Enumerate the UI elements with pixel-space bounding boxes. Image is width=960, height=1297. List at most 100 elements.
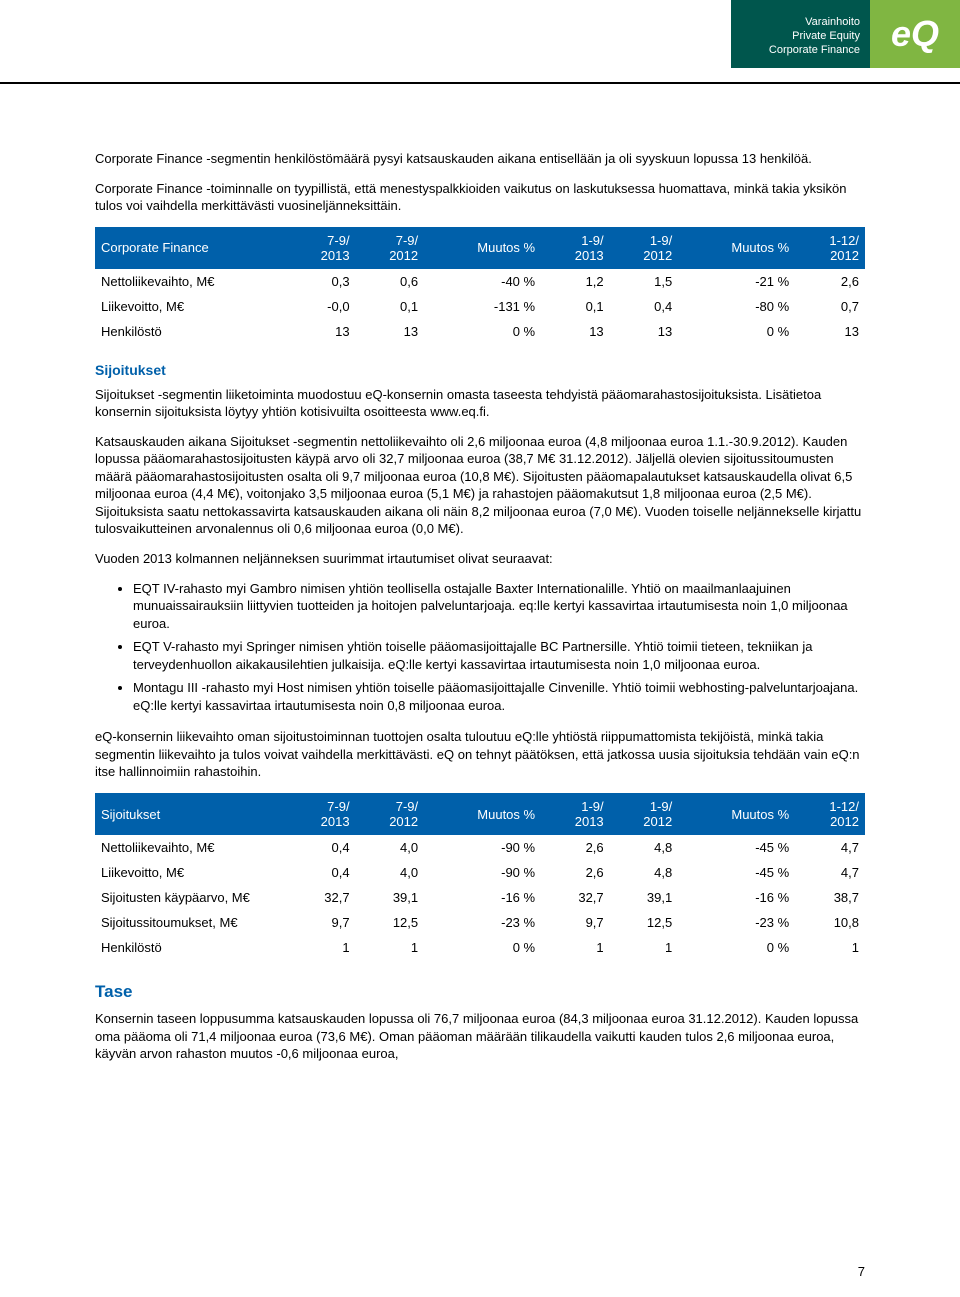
table-row: Nettoliikevaihto, M€0,44,0-90 %2,64,8-45… [95, 835, 865, 860]
table-cell: 13 [356, 319, 425, 344]
table-cell: 12,5 [610, 910, 679, 935]
table-cell: 10,8 [795, 910, 865, 935]
table-cell: 13 [287, 319, 356, 344]
table-cell: 39,1 [356, 885, 425, 910]
table-cell: Henkilöstö [95, 319, 287, 344]
bullet-list: EQT IV-rahasto myi Gambro nimisen yhtiön… [95, 580, 865, 715]
logo-text: eQ [891, 13, 939, 55]
col-header: 1-12/2012 [795, 793, 865, 835]
table-header-row: Corporate Finance 7-9/2013 7-9/2012 Muut… [95, 227, 865, 269]
table-cell: 1 [356, 935, 425, 960]
col-header: 7-9/2013 [287, 793, 356, 835]
table-cell: 0,7 [795, 294, 865, 319]
table-cell: -21 % [678, 269, 795, 294]
table-cell: -90 % [424, 860, 541, 885]
table-cell: 1 [541, 935, 610, 960]
content-area: Corporate Finance -segmentin henkilöstöm… [0, 0, 960, 1115]
table-cell: 4,0 [356, 860, 425, 885]
table-cell: 2,6 [541, 860, 610, 885]
table-cell: Sijoitussitoumukset, M€ [95, 910, 287, 935]
table-cell: 9,7 [287, 910, 356, 935]
page-container: Varainhoito Private Equity Corporate Fin… [0, 0, 960, 1297]
table-cell: 9,7 [541, 910, 610, 935]
table-cell: -16 % [678, 885, 795, 910]
table-row: Liikevoitto, M€-0,00,1-131 %0,10,4-80 %0… [95, 294, 865, 319]
table-cell: -45 % [678, 860, 795, 885]
table-cell: 0,4 [610, 294, 679, 319]
table-cell: 0 % [678, 935, 795, 960]
col-header: Muutos % [678, 227, 795, 269]
table-cell: -23 % [678, 910, 795, 935]
table-cell: 12,5 [356, 910, 425, 935]
tase-p1: Konsernin taseen loppusumma katsauskaude… [95, 1010, 865, 1063]
table-cell: 1,5 [610, 269, 679, 294]
table-cell: -23 % [424, 910, 541, 935]
table-cell: 13 [795, 319, 865, 344]
table-cell: Liikevoitto, M€ [95, 860, 287, 885]
corporate-finance-table: Corporate Finance 7-9/2013 7-9/2012 Muut… [95, 227, 865, 344]
table-body: Nettoliikevaihto, M€0,44,0-90 %2,64,8-45… [95, 835, 865, 960]
col-header: 1-9/2013 [541, 793, 610, 835]
header-text-block: Varainhoito Private Equity Corporate Fin… [749, 0, 870, 68]
table-cell: 32,7 [287, 885, 356, 910]
col-header: Muutos % [424, 227, 541, 269]
table-cell: 1,2 [541, 269, 610, 294]
table-row: Henkilöstö13130 %13130 %13 [95, 319, 865, 344]
table-cell: -45 % [678, 835, 795, 860]
header-tab [731, 0, 749, 68]
list-item: Montagu III -rahasto myi Host nimisen yh… [133, 679, 865, 714]
table-cell: 0,1 [541, 294, 610, 319]
table-cell: Nettoliikevaihto, M€ [95, 269, 287, 294]
tase-heading: Tase [95, 982, 865, 1002]
table-title-cell: Corporate Finance [95, 227, 287, 269]
table-cell: -80 % [678, 294, 795, 319]
table-cell: 4,7 [795, 835, 865, 860]
table-cell: 4,8 [610, 835, 679, 860]
table-cell: 39,1 [610, 885, 679, 910]
table-cell: 4,7 [795, 860, 865, 885]
table-cell: 4,8 [610, 860, 679, 885]
sijoitukset-p3: Vuoden 2013 kolmannen neljänneksen suuri… [95, 550, 865, 568]
table-cell: -40 % [424, 269, 541, 294]
page-number: 7 [858, 1264, 865, 1279]
col-header: 1-12/2012 [795, 227, 865, 269]
table-cell: 0,3 [287, 269, 356, 294]
table-cell: 13 [610, 319, 679, 344]
intro-paragraph-2: Corporate Finance -toiminnalle on tyypil… [95, 180, 865, 215]
sijoitukset-p2: Katsauskauden aikana Sijoitukset -segmen… [95, 433, 865, 538]
sijoitukset-p4: eQ-konsernin liikevaihto oman sijoitusto… [95, 728, 865, 781]
table-cell: 2,6 [541, 835, 610, 860]
table-cell: 0,4 [287, 860, 356, 885]
table-row: Sijoitussitoumukset, M€9,712,5-23 %9,712… [95, 910, 865, 935]
table-row: Henkilöstö110 %110 %1 [95, 935, 865, 960]
header-line-2: Private Equity [769, 29, 860, 43]
col-header: 1-9/2013 [541, 227, 610, 269]
table-cell: 0,4 [287, 835, 356, 860]
table-cell: -16 % [424, 885, 541, 910]
table-cell: 0,6 [356, 269, 425, 294]
table-cell: 1 [795, 935, 865, 960]
table-row: Nettoliikevaihto, M€0,30,6-40 %1,21,5-21… [95, 269, 865, 294]
col-header: 7-9/2013 [287, 227, 356, 269]
table-header-row: Sijoitukset 7-9/2013 7-9/2012 Muutos % 1… [95, 793, 865, 835]
col-header: 1-9/2012 [610, 793, 679, 835]
table-cell: -0,0 [287, 294, 356, 319]
table-cell: Sijoitusten käypäarvo, M€ [95, 885, 287, 910]
table-cell: 0 % [424, 935, 541, 960]
table-cell: 32,7 [541, 885, 610, 910]
sijoitukset-p1: Sijoitukset -segmentin liiketoiminta muo… [95, 386, 865, 421]
intro-paragraph-1: Corporate Finance -segmentin henkilöstöm… [95, 150, 865, 168]
header-line-3: Corporate Finance [769, 43, 860, 57]
col-header: Muutos % [678, 793, 795, 835]
list-item: EQT V-rahasto myi Springer nimisen yhtiö… [133, 638, 865, 673]
col-header: 1-9/2012 [610, 227, 679, 269]
table-cell: -90 % [424, 835, 541, 860]
sijoitukset-heading: Sijoitukset [95, 362, 865, 378]
table-cell: 2,6 [795, 269, 865, 294]
table-cell: Liikevoitto, M€ [95, 294, 287, 319]
sijoitukset-table: Sijoitukset 7-9/2013 7-9/2012 Muutos % 1… [95, 793, 865, 960]
col-header: 7-9/2012 [356, 227, 425, 269]
table-row: Sijoitusten käypäarvo, M€32,739,1-16 %32… [95, 885, 865, 910]
table-body: Nettoliikevaihto, M€0,30,6-40 %1,21,5-21… [95, 269, 865, 344]
table-cell: -131 % [424, 294, 541, 319]
